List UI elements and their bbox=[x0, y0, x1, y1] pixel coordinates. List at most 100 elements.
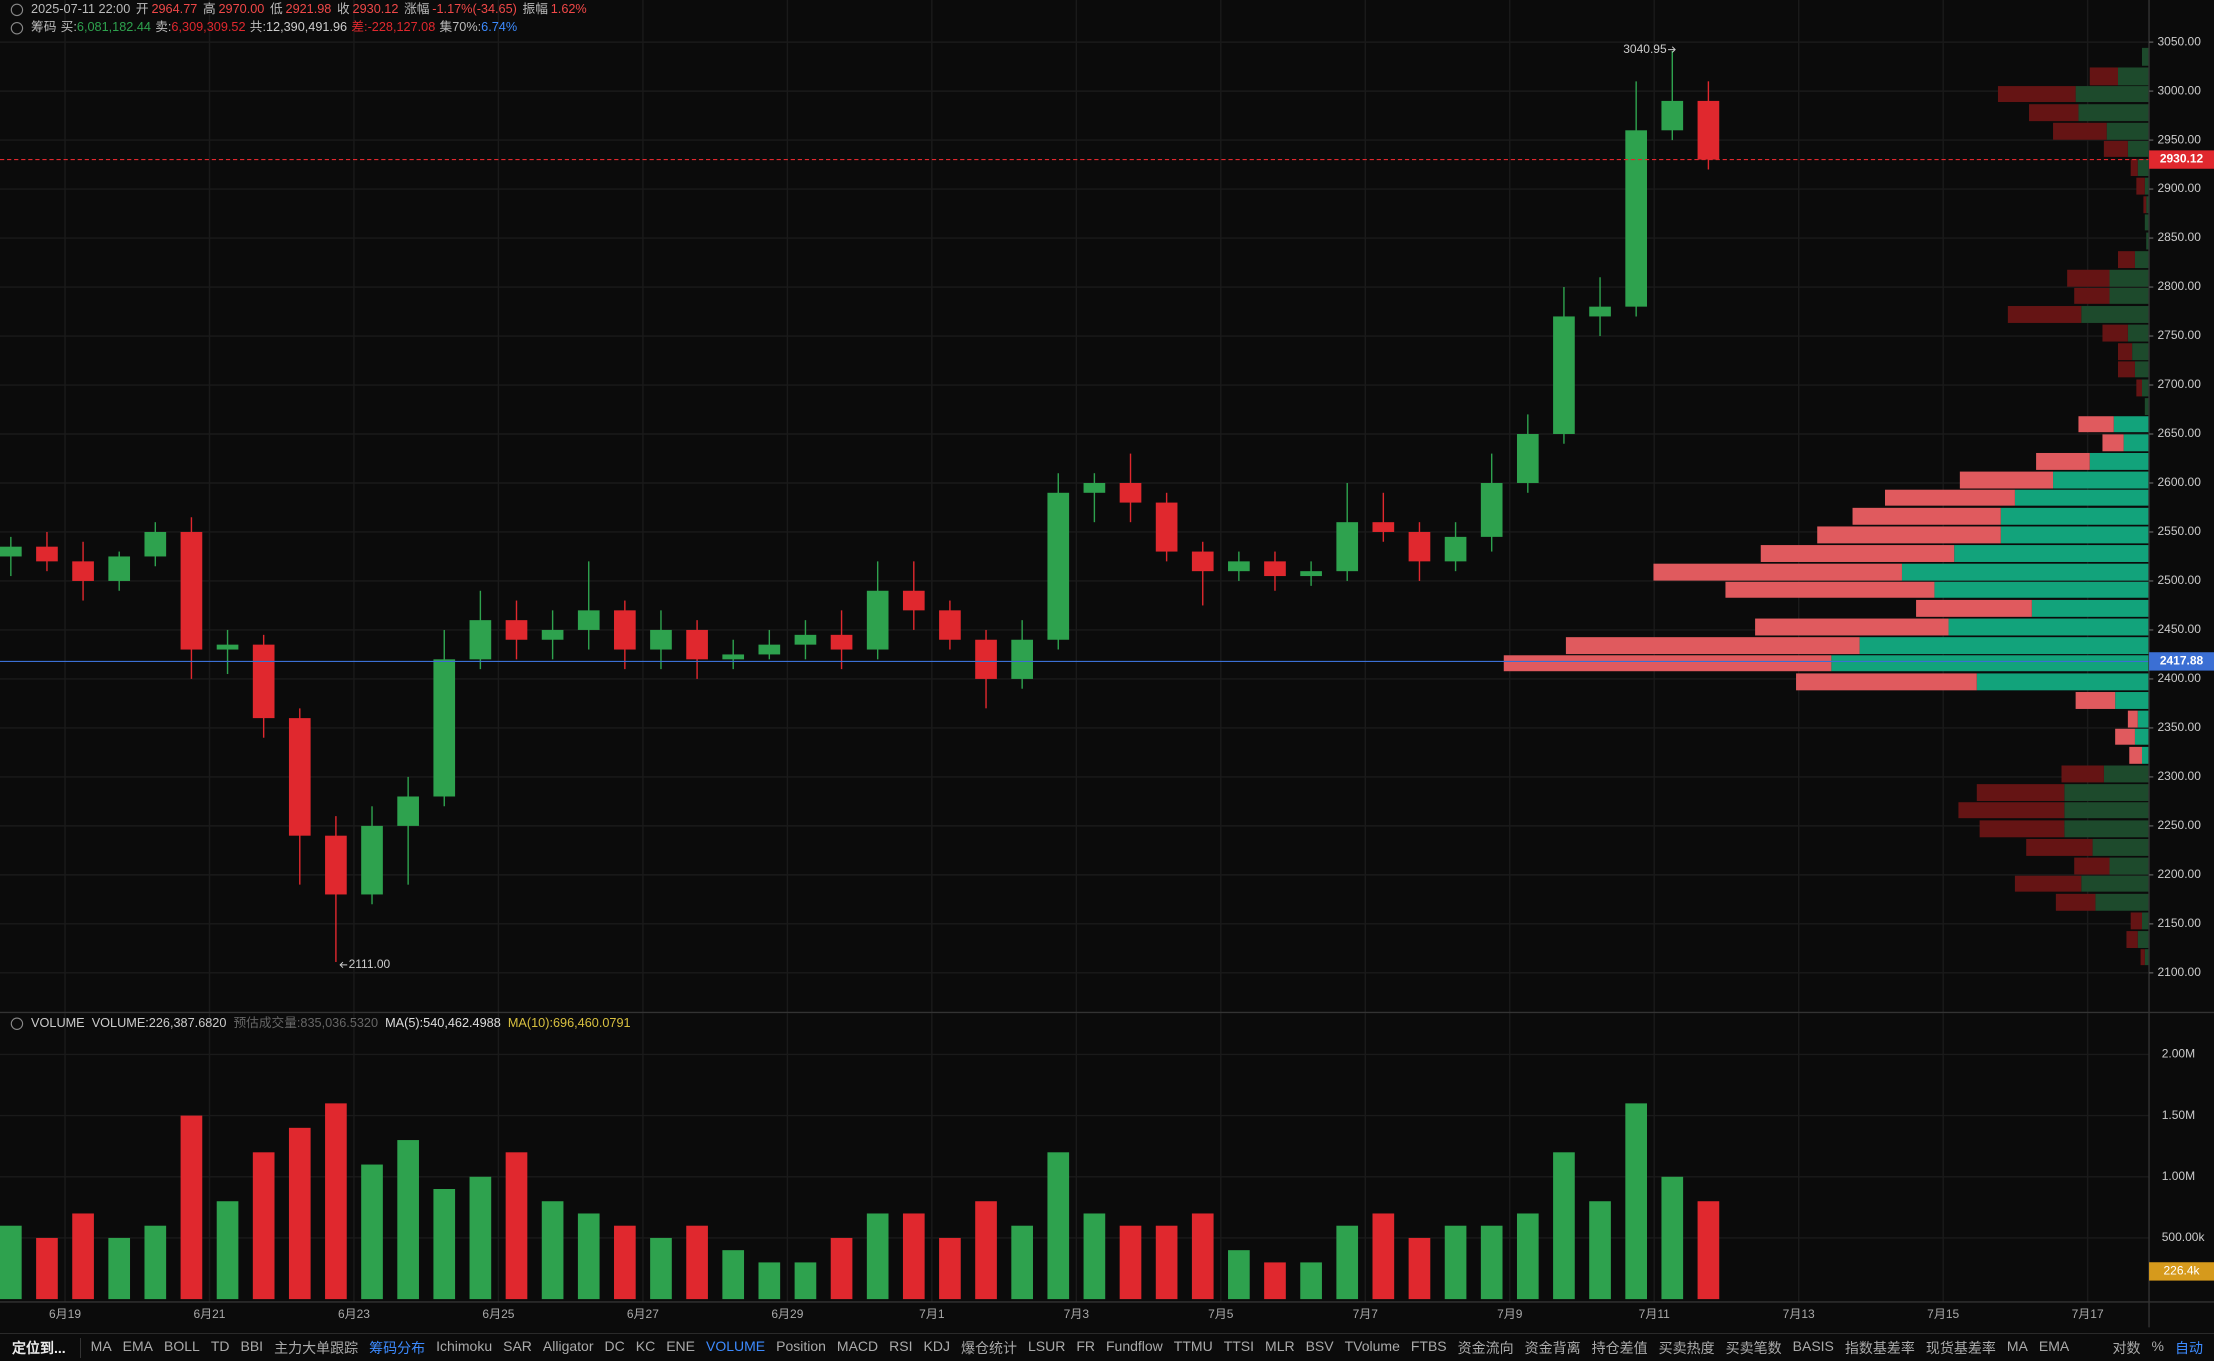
label: 振幅 bbox=[523, 2, 549, 16]
chip-bar-sell bbox=[1916, 599, 2032, 617]
toolbar-item[interactable]: 现货基差率 bbox=[1925, 1339, 1996, 1356]
chip-bar-sell bbox=[1565, 637, 1860, 655]
chip-bar-sell bbox=[2136, 177, 2145, 195]
toolbar-item[interactable]: 爆仓统计 bbox=[960, 1339, 1017, 1356]
candle-body bbox=[722, 654, 745, 660]
locate-button[interactable]: 定位到... bbox=[0, 1337, 81, 1358]
toolbar-item[interactable]: 主力大单跟踪 bbox=[274, 1339, 359, 1356]
toolbar-item[interactable]: BASIS bbox=[1792, 1337, 1834, 1354]
volume-bar bbox=[325, 1103, 347, 1300]
candle-body bbox=[1228, 561, 1250, 572]
chip-bar-sell bbox=[1959, 471, 2054, 489]
toolbar-item[interactable]: MA bbox=[2006, 1337, 2028, 1354]
chip-bar-buy bbox=[2000, 507, 2150, 525]
volume-bar bbox=[288, 1127, 311, 1300]
toolbar-item[interactable]: SAR bbox=[503, 1337, 532, 1354]
toolbar-item[interactable]: RSI bbox=[889, 1337, 913, 1354]
toolbar-item[interactable]: FTBS bbox=[1410, 1337, 1447, 1354]
candle-body bbox=[614, 610, 636, 650]
candle-body bbox=[686, 629, 708, 660]
toolbar-item[interactable]: DC bbox=[604, 1337, 625, 1354]
value: 6.74% bbox=[481, 21, 517, 35]
toolbar-item[interactable]: BOLL bbox=[164, 1337, 200, 1354]
toolbar-item[interactable]: LSUR bbox=[1027, 1337, 1066, 1354]
chip-bar-buy bbox=[2141, 47, 2150, 66]
collapse-icon[interactable] bbox=[10, 22, 24, 35]
toolbar-item[interactable]: 资金背离 bbox=[1524, 1339, 1581, 1356]
toolbar-item[interactable]: MA bbox=[90, 1337, 112, 1354]
y-tick-label: 1.00M bbox=[2162, 1169, 2195, 1183]
toolbar-item[interactable]: 买卖热度 bbox=[1658, 1339, 1715, 1356]
candle-body bbox=[108, 556, 131, 581]
toolbar-item[interactable]: Fundflow bbox=[1105, 1337, 1163, 1354]
chip-bar-buy bbox=[2092, 838, 2150, 856]
chip-bar-buy bbox=[2078, 104, 2150, 122]
toolbar-item[interactable]: TVolume bbox=[1344, 1337, 1400, 1354]
chip-bar-buy bbox=[2141, 746, 2150, 764]
chart: 6月19 6月21 6月23 6月25 6月27 6月29 7月1 7月3 7月5 7月7 7月9 7… bbox=[0, 0, 2214, 1328]
toolbar-item[interactable]: BBI bbox=[240, 1337, 264, 1354]
candle-body bbox=[1589, 306, 1611, 317]
volume-bar bbox=[1264, 1262, 1286, 1300]
candle-body bbox=[144, 531, 167, 557]
label: 筹码 bbox=[31, 20, 56, 35]
y-tick-label: 2750.00 bbox=[2158, 328, 2202, 342]
chip-bar-sell bbox=[2036, 452, 2090, 470]
toolbar-item[interactable]: TTSI bbox=[1223, 1337, 1255, 1354]
candle-body bbox=[433, 659, 456, 797]
toolbar-item[interactable]: EMA bbox=[2038, 1337, 2070, 1354]
chip-bar-sell bbox=[2029, 104, 2079, 122]
chip-bar-buy bbox=[1954, 545, 2150, 562]
toolbar-item[interactable]: MACD bbox=[836, 1337, 879, 1354]
toolbar-item[interactable]: VOLUME bbox=[705, 1337, 766, 1354]
candle-body bbox=[0, 546, 22, 557]
volume-bar bbox=[1516, 1213, 1539, 1300]
arrow bbox=[1668, 46, 1676, 53]
chip-readout: 筹码 买:6,081,182.44 卖:6,309,309.52 共:12,390,4… bbox=[31, 20, 517, 35]
toolbar-item[interactable]: 持仓差值 bbox=[1591, 1339, 1648, 1356]
chip-bar-sell bbox=[2130, 912, 2142, 930]
value: 6,309,309.52 bbox=[171, 21, 245, 35]
chip-bar-buy bbox=[2134, 728, 2150, 745]
toolbar-item[interactable]: 对数 bbox=[2112, 1339, 2141, 1356]
toolbar-item[interactable]: TD bbox=[210, 1337, 230, 1354]
y-tick-label: 2250.00 bbox=[2158, 818, 2202, 832]
y-tick-label: 1.50M bbox=[2162, 1108, 2195, 1122]
chip-bar-buy bbox=[2127, 324, 2150, 342]
toolbar-item[interactable]: TTMU bbox=[1173, 1337, 1213, 1354]
candle-body bbox=[1408, 531, 1431, 562]
toolbar-item[interactable]: BSV bbox=[1305, 1337, 1334, 1354]
collapse-icon[interactable] bbox=[10, 3, 24, 17]
toolbar-item[interactable]: 自动 bbox=[2175, 1339, 2203, 1356]
toolbar-item[interactable]: 买卖笔数 bbox=[1725, 1339, 1782, 1356]
pane-title: VOLUME bbox=[31, 1016, 85, 1030]
chip-bar-buy bbox=[2132, 343, 2150, 361]
toolbar-item[interactable]: 资金流向 bbox=[1457, 1339, 1514, 1356]
toolbar-item[interactable]: Ichimoku bbox=[436, 1337, 493, 1354]
toolbar-item[interactable]: ENE bbox=[666, 1337, 695, 1354]
chip-bar-sell bbox=[1755, 618, 1949, 636]
toolbar-item[interactable]: EMA bbox=[122, 1337, 154, 1354]
volume-bar bbox=[505, 1152, 528, 1300]
volume-bar bbox=[397, 1140, 419, 1300]
toolbar-item[interactable]: Alligator bbox=[542, 1337, 594, 1354]
toolbar-item[interactable]: Position bbox=[776, 1337, 826, 1354]
candle-body bbox=[939, 610, 961, 640]
candle-body bbox=[902, 590, 925, 611]
toolbar-item[interactable]: KC bbox=[635, 1337, 656, 1354]
chip-bar-sell bbox=[2014, 875, 2082, 892]
collapse-icon[interactable] bbox=[10, 1017, 24, 1030]
y-tick-label: 2850.00 bbox=[2158, 230, 2202, 244]
toolbar-item[interactable]: FR bbox=[1076, 1337, 1095, 1354]
label: 集70%: bbox=[440, 20, 482, 35]
toolbar-item[interactable]: % bbox=[2151, 1337, 2164, 1354]
chip-bar-buy bbox=[2081, 875, 2150, 892]
label: 高 bbox=[203, 1, 216, 16]
toolbar-item[interactable]: 指数基差率 bbox=[1844, 1339, 1915, 1356]
price-tag-label: 2417.88 bbox=[2160, 654, 2204, 668]
candle-body bbox=[252, 644, 275, 719]
toolbar-item[interactable]: 筹码分布 bbox=[369, 1339, 426, 1356]
toolbar-item[interactable]: KDJ bbox=[923, 1337, 950, 1354]
volume-bar bbox=[1625, 1103, 1648, 1300]
toolbar-item[interactable]: MLR bbox=[1265, 1337, 1295, 1354]
